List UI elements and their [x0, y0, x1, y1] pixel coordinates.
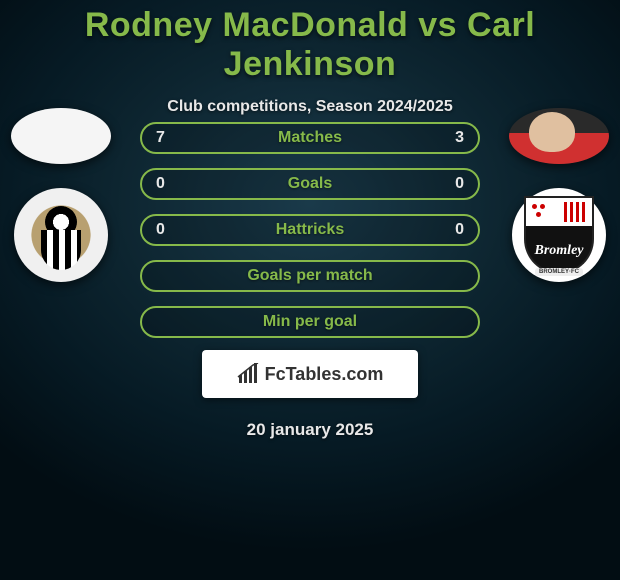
stat-gpm-left [142, 262, 170, 290]
club-logo-left [14, 188, 108, 282]
stat-mpg-left [142, 308, 170, 336]
brand-text: FcTables.com [265, 364, 384, 385]
stat-gpm-right [450, 262, 478, 290]
stat-row-goals: 0 Goals 0 [140, 168, 480, 200]
right-column: Bromley BROMLEY·FC [504, 108, 614, 282]
stat-row-matches: 7 Matches 3 [140, 122, 480, 154]
stat-matches-right: 3 [441, 124, 478, 152]
stat-goals-left: 0 [142, 170, 179, 198]
stat-row-mpg: Min per goal [140, 306, 480, 338]
club-right-ribbon: BROMLEY·FC [535, 268, 583, 276]
stat-hattricks-label: Hattricks [276, 221, 344, 239]
stat-matches-label: Matches [278, 129, 342, 147]
svg-text:Bromley: Bromley [534, 243, 585, 257]
stat-gpm-label: Goals per match [247, 267, 372, 285]
stat-goals-right: 0 [441, 170, 478, 198]
stats-panel: 7 Matches 3 0 Goals 0 0 Hattricks 0 Goal… [140, 122, 480, 352]
chart-icon [237, 363, 259, 385]
stat-matches-left: 7 [142, 124, 179, 152]
footer: FcTables.com 20 january 2025 [202, 350, 418, 440]
club-logo-right: Bromley BROMLEY·FC [512, 188, 606, 282]
page-title: Rodney MacDonald vs Carl Jenkinson [0, 0, 620, 84]
stat-goals-label: Goals [288, 175, 332, 193]
date-text: 20 january 2025 [202, 420, 418, 440]
player-photo-left [11, 108, 111, 164]
player-photo-right [509, 108, 609, 164]
stat-hattricks-right: 0 [441, 216, 478, 244]
stat-hattricks-left: 0 [142, 216, 179, 244]
stat-row-hattricks: 0 Hattricks 0 [140, 214, 480, 246]
stat-row-gpm: Goals per match [140, 260, 480, 292]
brand-badge: FcTables.com [202, 350, 418, 398]
left-column [6, 108, 116, 282]
stat-mpg-right [450, 308, 478, 336]
stat-mpg-label: Min per goal [263, 313, 357, 331]
